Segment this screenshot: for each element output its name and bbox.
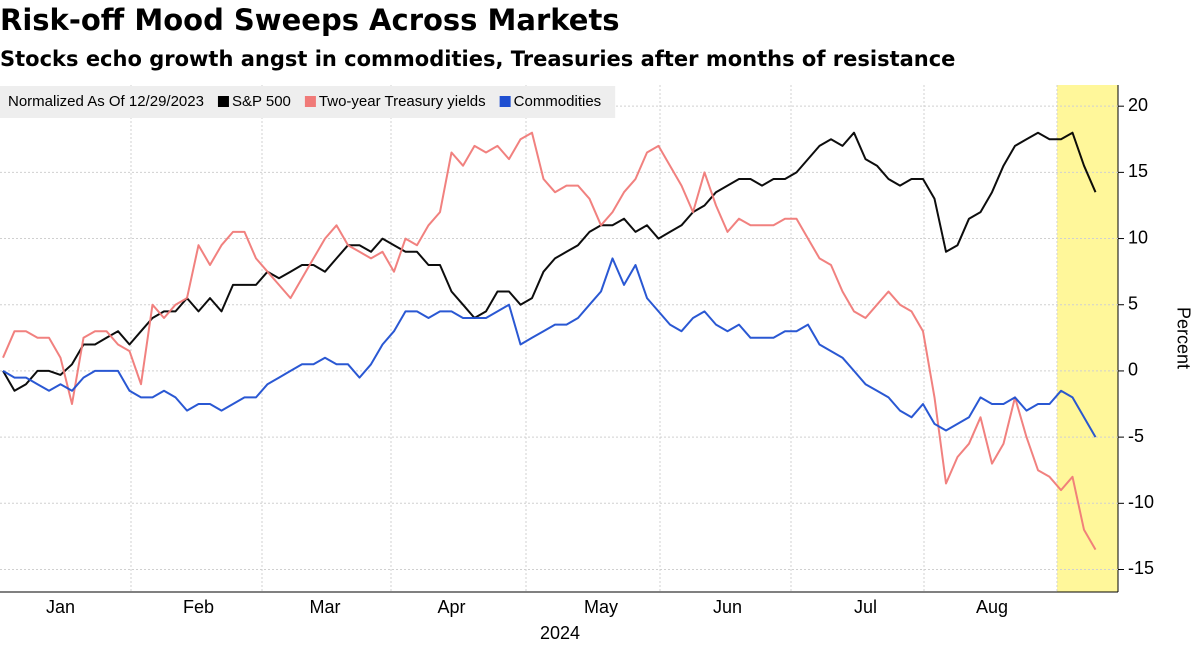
series-line	[2, 131, 1097, 392]
x-axis-label: 2024	[540, 623, 580, 643]
chart-subtitle: Stocks echo growth angst in commodities,…	[0, 47, 955, 71]
x-tick-label: Mar	[310, 597, 341, 617]
month-gridlines	[130, 85, 1058, 592]
x-tick-label: Aug	[976, 597, 1008, 617]
legend: Normalized As Of 12/29/2023 S&P 500 Two-ye…	[0, 86, 616, 118]
y-tick-label: 5	[1128, 293, 1138, 313]
series-line	[2, 257, 1097, 438]
x-tick-label: Feb	[183, 597, 214, 617]
legend-swatch	[217, 96, 229, 107]
x-tick-label: Jan	[46, 597, 75, 617]
legend-swatch	[499, 96, 511, 107]
x-tick-label: May	[584, 597, 618, 617]
y-tick-label: -15	[1128, 558, 1154, 578]
y-tick-label: 0	[1128, 360, 1138, 380]
y-tick-label: 10	[1128, 227, 1148, 247]
x-tick-label: Jul	[854, 597, 877, 617]
highlight-band	[1057, 85, 1118, 592]
chart-title: Risk-off Mood Sweeps Across Markets	[0, 3, 620, 37]
y-tick-label: 15	[1128, 161, 1148, 181]
legend-swatch	[304, 96, 316, 107]
legend-label: Commodities	[514, 93, 602, 110]
legend-label: S&P 500	[232, 93, 291, 110]
legend-label: Two-year Treasury yields	[319, 93, 486, 110]
y-tick-label: -10	[1128, 492, 1154, 512]
y-tick-label: -5	[1128, 426, 1144, 446]
y-tick-label: 20	[1128, 95, 1148, 115]
x-tick-label: Jun	[713, 597, 742, 617]
legend-title: Normalized As Of 12/29/2023	[8, 93, 204, 110]
series-line	[2, 131, 1097, 551]
x-tick-label: Apr	[437, 597, 465, 617]
y-axis-label: Percent	[1173, 307, 1193, 369]
